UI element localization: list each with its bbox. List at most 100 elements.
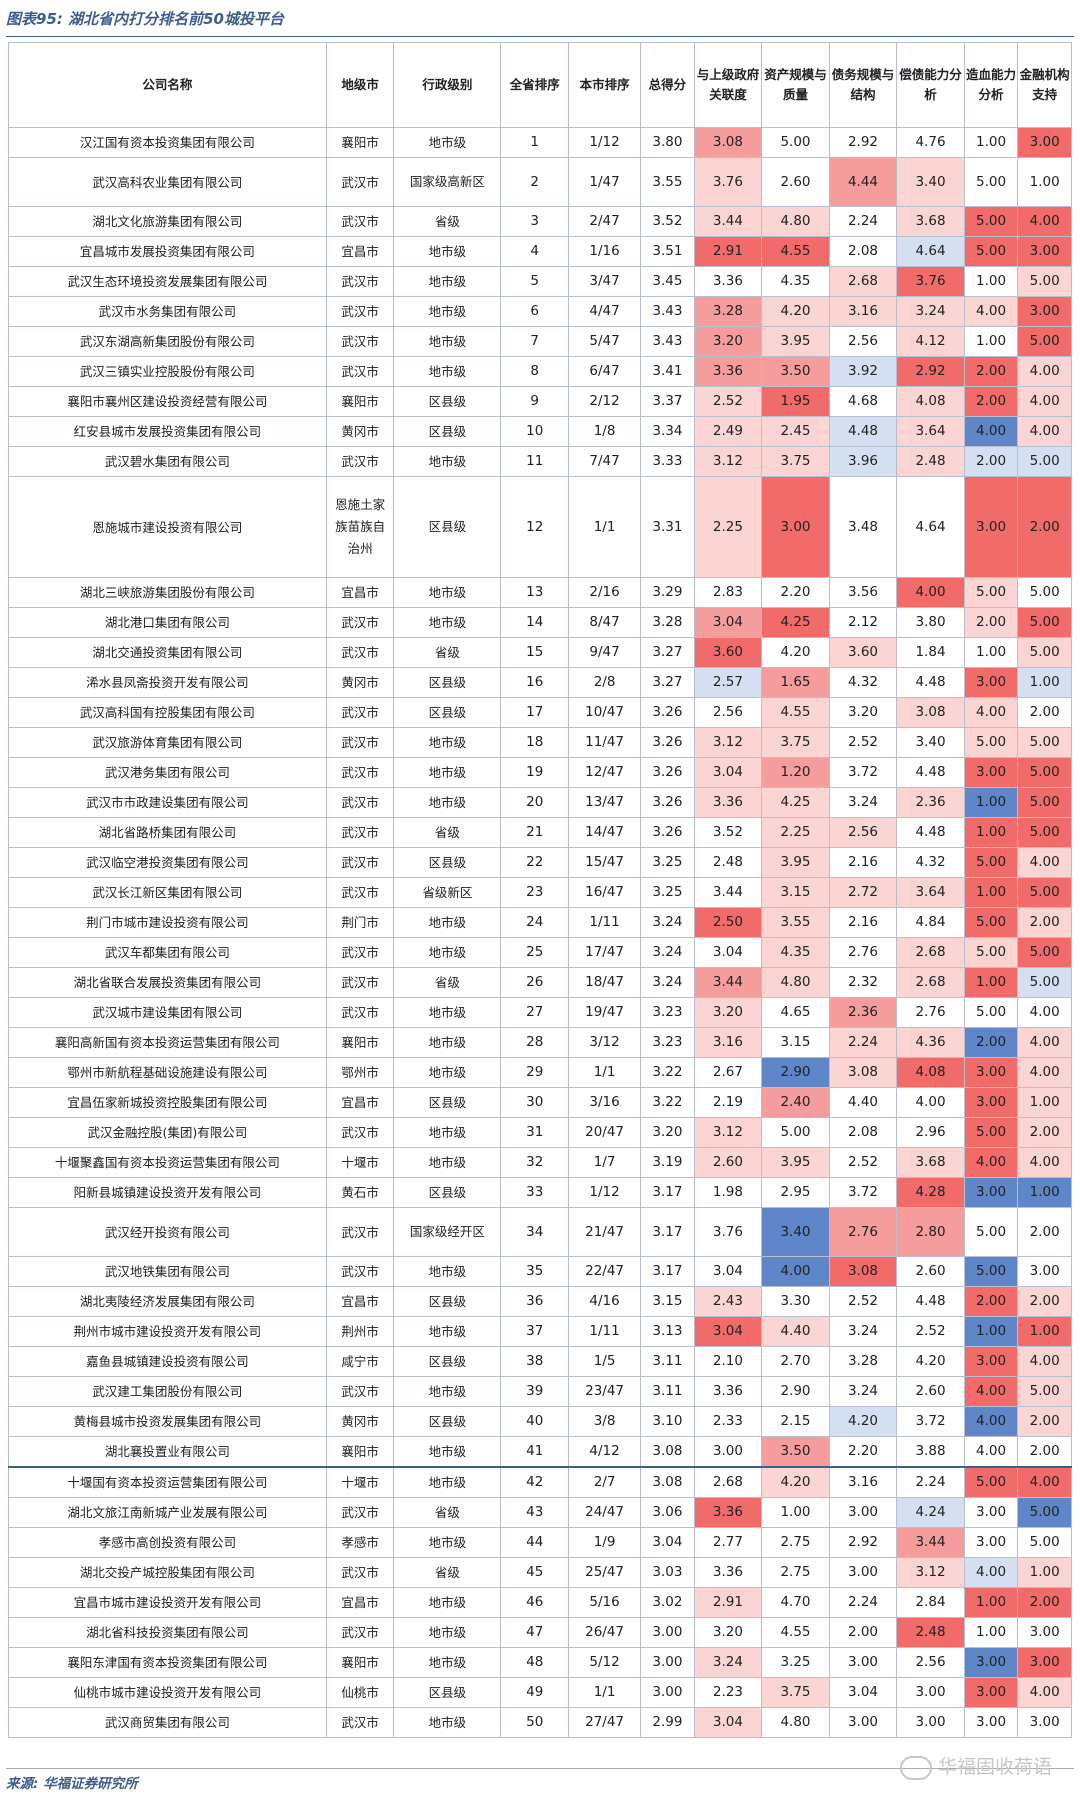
asset-score: 4.55 bbox=[761, 1617, 830, 1648]
asset-score: 4.65 bbox=[761, 997, 830, 1028]
city: 武汉市 bbox=[325, 997, 395, 1028]
province-rank: 19 bbox=[500, 757, 569, 788]
table-row: 仙桃市城市建设投资开发有限公司 仙桃市 区县级 49 1/1 3.00 2.23 3.75 3.… bbox=[8, 1677, 1072, 1708]
table-row: 襄阳市襄州区建设投资经营有限公司 襄阳市 区县级 9 2/12 3.37 2.52 1.95 4… bbox=[8, 386, 1072, 417]
solvency-score: 2.56 bbox=[896, 1647, 965, 1678]
city: 武汉市 bbox=[325, 1707, 395, 1738]
company-name: 十堰聚鑫国有资本投资运营集团有限公司 bbox=[8, 1147, 327, 1178]
gov-link-score: 3.76 bbox=[693, 1207, 763, 1257]
city-rank: 3/47 bbox=[567, 266, 642, 297]
company-name: 湖北省路桥集团有限公司 bbox=[8, 817, 327, 848]
gov-link-score: 3.04 bbox=[693, 937, 763, 968]
asset-score: 2.75 bbox=[761, 1557, 830, 1588]
asset-score: 3.55 bbox=[761, 907, 830, 938]
debt-score: 2.16 bbox=[828, 907, 898, 938]
total-score: 3.24 bbox=[640, 937, 695, 968]
company-name: 湖北交通投资集团有限公司 bbox=[8, 637, 327, 668]
self-funding-score: 5.00 bbox=[963, 1466, 1019, 1498]
financial-support-score: 5.00 bbox=[1017, 757, 1072, 788]
debt-score: 2.24 bbox=[828, 1027, 898, 1058]
city: 武汉市 bbox=[325, 326, 395, 357]
table-row: 武汉地铁集团有限公司 武汉市 地市级 35 22/47 3.17 3.04 4.00 3.08 2… bbox=[8, 1256, 1072, 1287]
financial-support-score: 3.00 bbox=[1017, 1256, 1072, 1287]
self-funding-score: 5.00 bbox=[963, 937, 1019, 968]
table-row: 嘉鱼县城镇建设投资有限公司 咸宁市 区县级 38 1/5 3.11 2.10 2.70 3.28… bbox=[8, 1346, 1072, 1377]
province-rank: 46 bbox=[500, 1587, 569, 1618]
admin-level: 地市级 bbox=[393, 236, 502, 267]
debt-score: 3.60 bbox=[828, 637, 898, 668]
table-row: 武汉商贸集团有限公司 武汉市 地市级 50 27/47 2.99 3.04 4.80 3.00 3… bbox=[8, 1707, 1072, 1738]
company-name: 宜昌市城市建设投资开发有限公司 bbox=[8, 1587, 327, 1618]
wechat-icon bbox=[899, 1755, 932, 1780]
self-funding-score: 3.00 bbox=[963, 1647, 1019, 1678]
header-admin-level: 行政级别 bbox=[393, 42, 502, 128]
debt-score: 3.72 bbox=[828, 1177, 898, 1208]
province-rank: 9 bbox=[500, 386, 569, 417]
total-score: 3.23 bbox=[640, 1027, 695, 1058]
admin-level: 省级 bbox=[393, 1497, 502, 1528]
financial-support-score: 1.00 bbox=[1017, 1087, 1072, 1118]
province-rank: 16 bbox=[500, 667, 569, 698]
company-name: 鄂州市新航程基础设施建设有限公司 bbox=[8, 1057, 327, 1088]
city-rank: 4/16 bbox=[567, 1286, 642, 1317]
company-name: 湖北三峡旅游集团股份有限公司 bbox=[8, 577, 327, 608]
self-funding-score: 1.00 bbox=[963, 127, 1019, 158]
gov-link-score: 3.20 bbox=[693, 326, 763, 357]
debt-score: 3.00 bbox=[828, 1497, 898, 1528]
financial-support-score: 5.00 bbox=[1017, 1376, 1072, 1407]
asset-score: 2.40 bbox=[761, 1087, 830, 1118]
city-rank: 11/47 bbox=[567, 727, 642, 758]
financial-support-score: 2.00 bbox=[1017, 1406, 1072, 1437]
city-rank: 27/47 bbox=[567, 1707, 642, 1738]
company-name: 武汉东湖高新集团股份有限公司 bbox=[8, 326, 327, 357]
city: 武汉市 bbox=[325, 757, 395, 788]
solvency-score: 2.60 bbox=[896, 1376, 965, 1407]
debt-score: 3.56 bbox=[828, 577, 898, 608]
city: 咸宁市 bbox=[325, 1346, 395, 1377]
province-rank: 39 bbox=[500, 1376, 569, 1407]
asset-score: 4.55 bbox=[761, 236, 830, 267]
province-rank: 21 bbox=[500, 817, 569, 848]
self-funding-score: 1.00 bbox=[963, 877, 1019, 908]
city: 武汉市 bbox=[325, 877, 395, 908]
city-rank: 12/47 bbox=[567, 757, 642, 788]
admin-level: 区县级 bbox=[393, 1346, 502, 1377]
gov-link-score: 3.00 bbox=[693, 1436, 763, 1468]
gov-link-score: 3.36 bbox=[693, 1557, 763, 1588]
company-name: 襄阳市襄州区建设投资经营有限公司 bbox=[8, 386, 327, 417]
admin-level: 省级 bbox=[393, 817, 502, 848]
gov-link-score: 2.83 bbox=[693, 577, 763, 608]
solvency-score: 3.64 bbox=[896, 877, 965, 908]
financial-support-score: 4.00 bbox=[1017, 206, 1072, 237]
gov-link-score: 3.36 bbox=[693, 1376, 763, 1407]
self-funding-score: 2.00 bbox=[963, 356, 1019, 387]
city-rank: 2/16 bbox=[567, 577, 642, 608]
self-funding-score: 4.00 bbox=[963, 1406, 1019, 1437]
table-row: 湖北省科技投资集团有限公司 武汉市 地市级 47 26/47 3.00 3.20 4.55 2.… bbox=[8, 1617, 1072, 1648]
admin-level: 区县级 bbox=[393, 476, 502, 578]
province-rank: 32 bbox=[500, 1147, 569, 1178]
self-funding-score: 3.00 bbox=[963, 1087, 1019, 1118]
asset-score: 3.75 bbox=[761, 1677, 830, 1708]
financial-support-score: 5.00 bbox=[1017, 967, 1072, 998]
gov-link-score: 3.04 bbox=[693, 1256, 763, 1287]
admin-level: 地市级 bbox=[393, 997, 502, 1028]
debt-score: 4.48 bbox=[828, 416, 898, 447]
debt-score: 3.08 bbox=[828, 1256, 898, 1287]
city: 武汉市 bbox=[325, 637, 395, 668]
company-name: 湖北夷陵经济发展集团有限公司 bbox=[8, 1286, 327, 1317]
self-funding-score: 5.00 bbox=[963, 157, 1019, 207]
debt-score: 2.76 bbox=[828, 937, 898, 968]
company-name: 荆州市城市建设投资开发有限公司 bbox=[8, 1316, 327, 1347]
gov-link-score: 2.67 bbox=[693, 1057, 763, 1088]
financial-support-score: 2.00 bbox=[1017, 476, 1072, 578]
total-score: 3.26 bbox=[640, 817, 695, 848]
asset-score: 3.75 bbox=[761, 446, 830, 477]
total-score: 3.41 bbox=[640, 356, 695, 387]
admin-level: 国家级高新区 bbox=[393, 157, 502, 207]
asset-score: 3.50 bbox=[761, 1436, 830, 1468]
self-funding-score: 2.00 bbox=[963, 1027, 1019, 1058]
company-name: 仙桃市城市建设投资开发有限公司 bbox=[8, 1677, 327, 1708]
total-score: 3.26 bbox=[640, 757, 695, 788]
admin-level: 地市级 bbox=[393, 1117, 502, 1148]
